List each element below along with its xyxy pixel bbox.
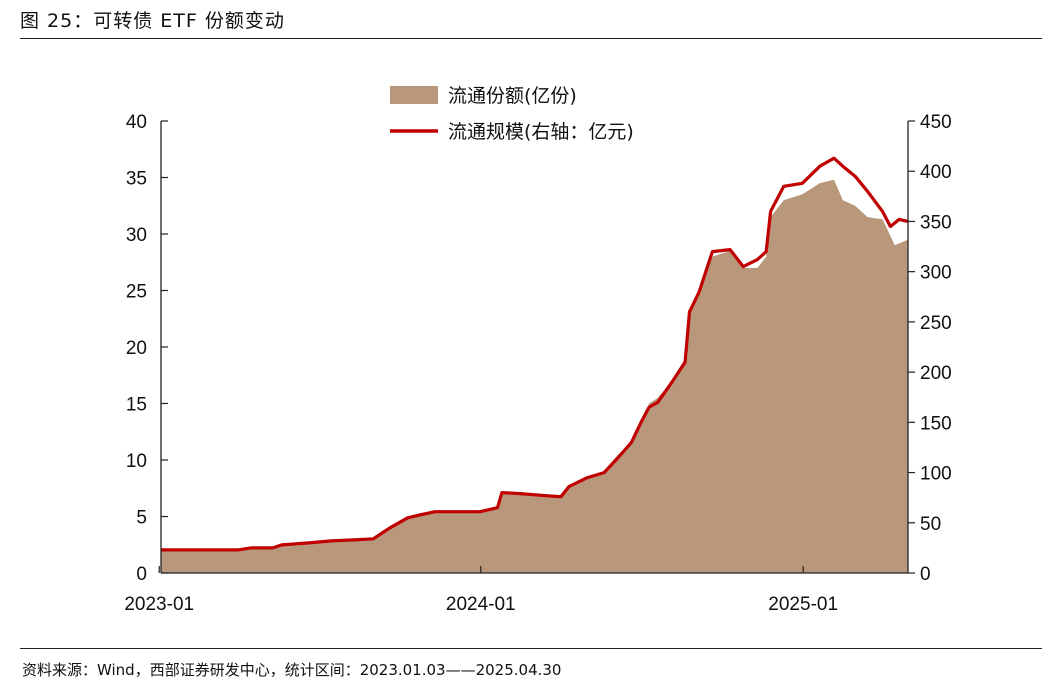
left-tick-label: 15 — [126, 395, 147, 416]
title-divider — [20, 38, 1042, 39]
right-tick-label: 450 — [920, 112, 952, 133]
x-tick-label: 2025-01 — [768, 594, 838, 615]
legend: 流通份额(亿份) 流通规模(右轴：亿元) — [390, 85, 634, 143]
x-tick-label: 2023-01 — [124, 594, 194, 615]
right-tick-label: 250 — [920, 313, 952, 334]
footer-divider — [20, 648, 1042, 649]
scale-line — [161, 156, 909, 552]
right-tick-label: 300 — [920, 263, 952, 284]
left-tick-label: 20 — [126, 338, 147, 359]
left-tick-label: 30 — [126, 225, 147, 246]
etf-share-chart: 0 5 10 15 20 25 30 35 40 0 50 100 150 200 250 300 350 40… — [124, 85, 952, 615]
right-tick-label: 100 — [920, 464, 952, 485]
legend-label-share: 流通份额(亿份) — [448, 85, 577, 107]
left-tick-label: 5 — [136, 508, 147, 529]
left-tick-label: 40 — [126, 112, 147, 133]
left-tick-label: 25 — [126, 282, 147, 303]
left-tick-label: 0 — [136, 564, 147, 585]
right-tick-label: 150 — [920, 413, 952, 434]
share-area — [161, 179, 908, 574]
x-axis: 2023-01 2024-01 2025-01 — [124, 566, 908, 615]
right-tick-label: 50 — [920, 514, 941, 535]
right-axis-ticks: 0 50 100 150 200 250 300 350 400 450 — [908, 112, 952, 585]
left-axis-ticks: 0 5 10 15 20 25 30 35 40 — [126, 112, 168, 585]
plot-layer — [161, 156, 909, 574]
right-tick-label: 400 — [920, 162, 952, 183]
left-tick-label: 35 — [126, 169, 147, 190]
source-note: 资料来源：Wind，西部证券研发中心，统计区间：2023.01.03——2025… — [22, 661, 562, 679]
right-axis: 0 50 100 150 200 250 300 350 400 450 — [907, 112, 952, 585]
right-tick-label: 200 — [920, 363, 952, 384]
legend-swatch-share — [390, 86, 438, 104]
figure-title: 图 25：可转债 ETF 份额变动 — [20, 10, 285, 32]
left-axis: 0 5 10 15 20 25 30 35 40 — [126, 112, 168, 585]
left-tick-label: 10 — [126, 451, 147, 472]
right-tick-label: 0 — [920, 564, 931, 585]
right-tick-label: 350 — [920, 212, 952, 233]
x-axis-ticks: 2023-01 2024-01 2025-01 — [124, 566, 838, 615]
x-tick-label: 2024-01 — [446, 594, 516, 615]
legend-label-scale: 流通规模(右轴：亿元) — [448, 121, 634, 143]
